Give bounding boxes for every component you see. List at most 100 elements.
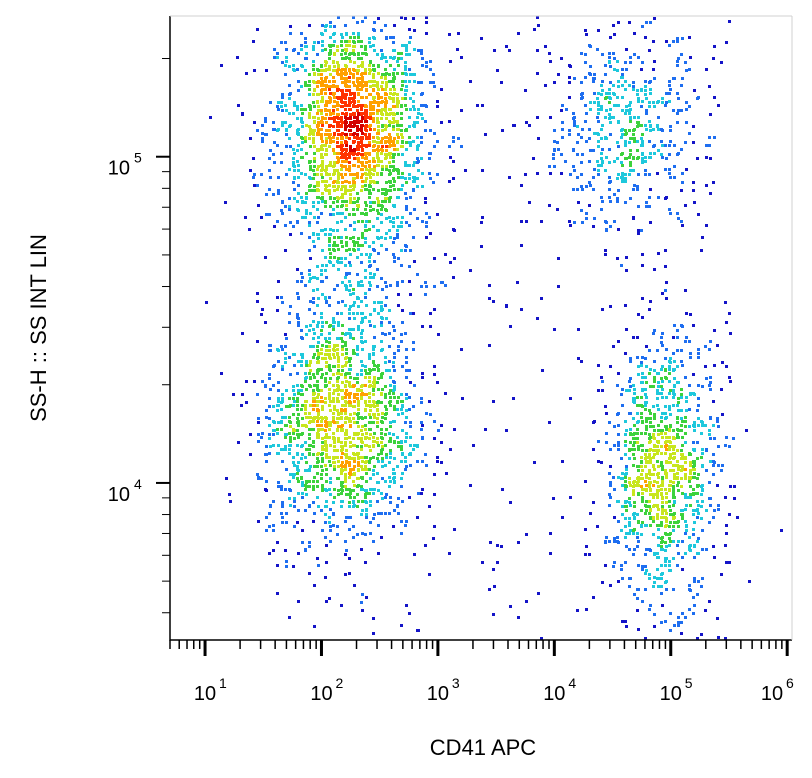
data-point bbox=[540, 220, 543, 223]
data-point bbox=[368, 400, 371, 403]
data-point bbox=[536, 317, 539, 320]
data-point bbox=[644, 453, 647, 456]
data-point bbox=[649, 517, 652, 520]
data-point bbox=[349, 496, 352, 499]
data-point bbox=[329, 36, 332, 39]
data-point bbox=[561, 128, 564, 131]
data-point bbox=[316, 112, 319, 115]
data-point bbox=[377, 141, 380, 144]
data-point bbox=[709, 388, 712, 391]
data-point bbox=[644, 156, 647, 159]
data-point bbox=[381, 388, 384, 391]
data-point bbox=[288, 97, 291, 100]
data-point bbox=[425, 105, 428, 108]
data-point bbox=[357, 237, 360, 240]
data-point bbox=[289, 504, 292, 507]
data-point bbox=[729, 380, 732, 383]
data-point bbox=[333, 256, 336, 259]
data-point bbox=[649, 524, 652, 527]
data-point bbox=[693, 89, 696, 92]
data-point bbox=[288, 488, 291, 491]
data-point bbox=[260, 173, 263, 176]
data-point bbox=[381, 477, 384, 480]
data-point bbox=[709, 460, 712, 463]
data-point bbox=[392, 392, 395, 395]
data-point bbox=[273, 141, 276, 144]
data-point bbox=[649, 440, 652, 443]
data-point bbox=[429, 232, 432, 235]
data-point bbox=[604, 249, 607, 252]
data-point bbox=[284, 64, 287, 67]
data-point bbox=[408, 224, 411, 227]
data-point bbox=[360, 548, 363, 551]
data-point bbox=[328, 521, 331, 524]
data-point bbox=[336, 49, 339, 52]
data-point bbox=[580, 185, 583, 188]
data-point bbox=[389, 421, 392, 424]
data-point bbox=[324, 576, 327, 579]
data-point bbox=[365, 168, 368, 171]
data-point bbox=[664, 557, 667, 560]
data-point bbox=[645, 205, 648, 208]
data-point bbox=[629, 56, 632, 59]
data-point bbox=[705, 156, 708, 159]
data-point bbox=[688, 480, 691, 483]
data-point bbox=[409, 36, 412, 39]
data-point bbox=[300, 108, 303, 111]
data-point bbox=[417, 108, 420, 111]
data-point bbox=[425, 32, 428, 35]
data-point bbox=[668, 525, 671, 528]
data-point bbox=[409, 144, 412, 147]
data-point bbox=[696, 552, 699, 555]
data-point bbox=[344, 540, 347, 543]
data-point bbox=[276, 220, 279, 223]
data-point bbox=[692, 460, 695, 463]
data-point bbox=[341, 245, 344, 248]
data-point bbox=[536, 172, 539, 175]
data-point bbox=[412, 180, 415, 183]
data-point bbox=[713, 96, 716, 99]
data-point bbox=[381, 421, 384, 424]
data-point bbox=[392, 121, 395, 124]
data-point bbox=[301, 121, 304, 124]
data-point bbox=[325, 544, 328, 547]
data-point bbox=[340, 492, 343, 495]
data-point bbox=[345, 352, 348, 355]
data-point bbox=[436, 173, 439, 176]
data-point bbox=[509, 605, 512, 608]
data-point bbox=[336, 337, 339, 340]
data-point bbox=[341, 204, 344, 207]
data-point bbox=[565, 108, 568, 111]
data-point bbox=[388, 169, 391, 172]
data-point bbox=[680, 109, 683, 112]
data-point bbox=[369, 369, 372, 372]
data-point bbox=[400, 104, 403, 107]
data-point bbox=[680, 409, 683, 412]
data-point bbox=[308, 448, 311, 451]
data-point bbox=[381, 288, 384, 291]
data-point bbox=[341, 200, 344, 203]
data-point bbox=[401, 472, 404, 475]
data-point bbox=[649, 188, 652, 191]
data-point bbox=[621, 513, 624, 516]
data-point bbox=[641, 157, 644, 160]
data-point bbox=[537, 137, 540, 140]
data-point bbox=[396, 229, 399, 232]
data-point bbox=[608, 117, 611, 120]
data-point bbox=[308, 433, 311, 436]
data-point bbox=[344, 192, 347, 195]
data-point bbox=[380, 301, 383, 304]
data-point bbox=[284, 436, 287, 439]
data-point bbox=[664, 525, 667, 528]
data-point bbox=[653, 152, 656, 155]
data-point bbox=[668, 428, 671, 431]
data-point bbox=[640, 465, 643, 468]
data-point bbox=[388, 108, 391, 111]
data-point bbox=[628, 524, 631, 527]
data-point bbox=[704, 424, 707, 427]
data-point bbox=[297, 461, 300, 464]
data-point bbox=[325, 473, 328, 476]
data-point bbox=[313, 584, 316, 587]
data-point bbox=[368, 380, 371, 383]
data-point bbox=[300, 408, 303, 411]
